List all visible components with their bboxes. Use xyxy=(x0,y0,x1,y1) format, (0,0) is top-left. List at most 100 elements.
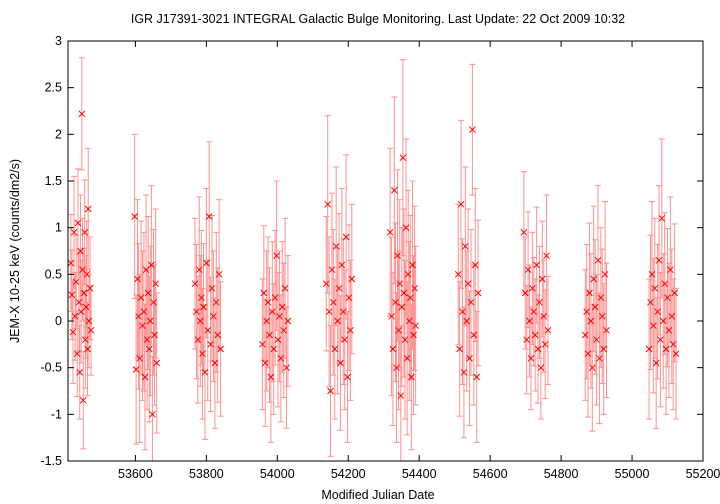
data-point xyxy=(134,275,141,283)
data-point xyxy=(645,345,653,353)
data-point xyxy=(205,213,213,220)
data-point xyxy=(586,289,593,297)
data-point xyxy=(594,256,602,264)
data-point xyxy=(84,345,91,353)
data-point xyxy=(149,410,156,418)
data-point xyxy=(598,312,606,320)
data-point xyxy=(672,350,680,358)
x-tick-label: 55200 xyxy=(686,467,720,481)
data-point xyxy=(196,317,204,325)
data-point xyxy=(395,326,402,334)
data-point xyxy=(131,213,139,220)
data-point xyxy=(410,331,417,339)
x-tick-label: 54800 xyxy=(544,467,579,481)
data-point xyxy=(271,294,279,302)
data-point xyxy=(655,256,663,264)
data-point xyxy=(668,312,676,320)
y-tick-label: 2 xyxy=(55,127,62,141)
data-point xyxy=(332,242,340,250)
data-point xyxy=(454,270,462,278)
y-tick-label: 0.5 xyxy=(45,267,62,281)
data-point xyxy=(581,331,589,339)
error-bar xyxy=(397,325,404,461)
x-tick-label: 54600 xyxy=(473,467,508,481)
data-point xyxy=(398,303,406,311)
data-point xyxy=(541,340,549,348)
data-point xyxy=(654,308,661,316)
data-point xyxy=(283,364,290,372)
data-point xyxy=(261,359,269,367)
y-tick-label: 2.5 xyxy=(45,81,62,95)
y-tick-label: 0 xyxy=(55,314,62,328)
data-point xyxy=(463,317,471,325)
data-point xyxy=(136,354,144,362)
data-point xyxy=(268,308,276,316)
data-point xyxy=(388,312,395,320)
data-point xyxy=(70,228,78,236)
data-point xyxy=(399,154,407,162)
data-point xyxy=(78,110,86,118)
data-point xyxy=(267,373,275,381)
data-point xyxy=(471,261,479,269)
data-point xyxy=(537,364,545,372)
data-point xyxy=(274,336,282,344)
data-point xyxy=(544,326,552,334)
data-point xyxy=(538,275,546,283)
data-point xyxy=(588,364,596,372)
data-point xyxy=(457,200,465,208)
data-point xyxy=(278,303,286,311)
data-point xyxy=(76,368,84,376)
data-point xyxy=(600,345,608,353)
data-point xyxy=(657,336,664,344)
data-point xyxy=(601,270,609,278)
data-point xyxy=(593,336,600,344)
data-point xyxy=(193,308,200,316)
x-tick-label: 55000 xyxy=(615,467,650,481)
data-point xyxy=(587,317,595,325)
data-point xyxy=(526,317,533,325)
data-point xyxy=(211,359,219,367)
data-point xyxy=(469,126,476,134)
data-point xyxy=(386,228,394,236)
data-point xyxy=(277,354,285,362)
plot-frame xyxy=(67,40,704,462)
data-point xyxy=(459,308,466,316)
data-point xyxy=(397,392,405,400)
data-point xyxy=(603,326,610,334)
data-point xyxy=(207,340,214,348)
y-tick-label: 1.5 xyxy=(45,174,62,188)
data-point xyxy=(74,219,82,227)
data-point xyxy=(284,317,292,325)
x-tick-label: 54000 xyxy=(260,467,295,481)
data-point xyxy=(84,205,92,213)
data-point xyxy=(152,280,159,288)
data-point xyxy=(473,373,481,381)
data-point xyxy=(281,284,289,292)
data-point xyxy=(536,298,543,306)
data-point xyxy=(69,328,77,336)
data-point xyxy=(405,317,413,325)
x-tick-label: 53800 xyxy=(189,467,224,481)
data-point xyxy=(648,270,656,278)
data-point xyxy=(80,289,88,297)
data-point xyxy=(77,247,84,255)
data-point xyxy=(82,303,90,311)
data-point xyxy=(67,259,75,267)
data-point xyxy=(401,336,409,344)
data-point xyxy=(273,252,280,260)
data-point xyxy=(151,331,158,339)
data-point xyxy=(137,294,145,302)
data-point xyxy=(143,336,151,344)
data-point xyxy=(263,317,271,325)
data-point xyxy=(212,298,220,306)
data-point xyxy=(534,345,542,353)
data-point xyxy=(400,289,408,297)
data-point xyxy=(334,317,341,325)
data-point xyxy=(344,373,351,381)
data-point xyxy=(652,359,660,367)
tick-labels: -1.5 -1 -0.5 0 0.5 1 1.5 2 2.5 3 53600 53800 54000 54… xyxy=(40,34,720,481)
data-point xyxy=(259,340,266,348)
y-tick-label: 1 xyxy=(55,221,62,235)
data-point xyxy=(329,298,337,306)
